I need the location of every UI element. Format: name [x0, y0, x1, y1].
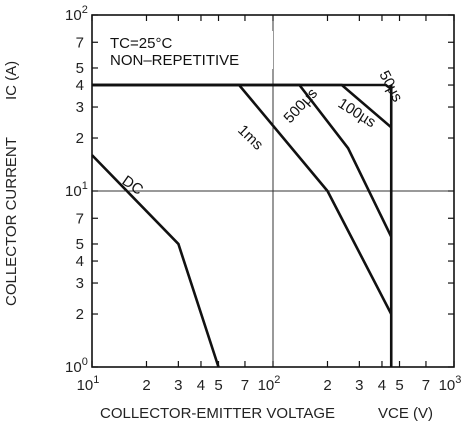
- curve-label-1ms: 1ms: [234, 122, 266, 154]
- y-tick-label: 7: [76, 34, 84, 51]
- y-tick-label: 5: [76, 60, 84, 77]
- y-tick-label: 2: [76, 306, 84, 323]
- annotation-temperature: TC=25°C: [110, 35, 172, 52]
- y-axis-symbol: IC (A): [3, 61, 20, 100]
- x-tick-label: 4: [197, 377, 205, 394]
- y-tick-label: 100: [65, 356, 88, 376]
- curve-50s: [92, 83, 392, 91]
- x-axis-symbol: VCE (V): [378, 405, 433, 422]
- annotation-box: [99, 31, 273, 69]
- y-tick-label: 3: [76, 275, 84, 292]
- x-axis-title: COLLECTOR-EMITTER VOLTAGE: [100, 405, 335, 422]
- y-tick-label: 101: [65, 180, 88, 200]
- y-tick-label: 4: [76, 253, 84, 270]
- x-tick-label: 101: [77, 374, 100, 394]
- x-tick-label: 2: [142, 377, 150, 394]
- y-tick-label: 102: [65, 4, 88, 24]
- x-tick-label: 7: [422, 377, 430, 394]
- curve-label-50us: 50µs: [375, 68, 405, 105]
- curve-dc: [91, 154, 220, 368]
- x-tick-label: 5: [395, 377, 403, 394]
- x-tick-label: 103: [439, 374, 462, 394]
- x-tick-label: 2: [323, 377, 331, 394]
- x-tick-label: 3: [355, 377, 363, 394]
- curve-label-dc: DC: [119, 172, 147, 198]
- x-tick-label: 102: [258, 374, 281, 394]
- y-tick-label: 7: [76, 210, 84, 227]
- y-tick-label: 5: [76, 236, 84, 253]
- annotation-non-repetitive: NON–REPETITIVE: [110, 52, 239, 69]
- y-axis-title: COLLECTOR CURRENT: [3, 137, 20, 306]
- x-tick-label: 3: [174, 377, 182, 394]
- x-tick-label: 7: [241, 377, 249, 394]
- x-tick-label: 4: [378, 377, 386, 394]
- y-tick-label: 3: [76, 99, 84, 116]
- curve-label-100us: 100µs: [335, 95, 379, 131]
- y-tick-label: 4: [76, 77, 84, 94]
- y-tick-label: 2: [76, 130, 84, 147]
- x-tick-label: 5: [214, 377, 222, 394]
